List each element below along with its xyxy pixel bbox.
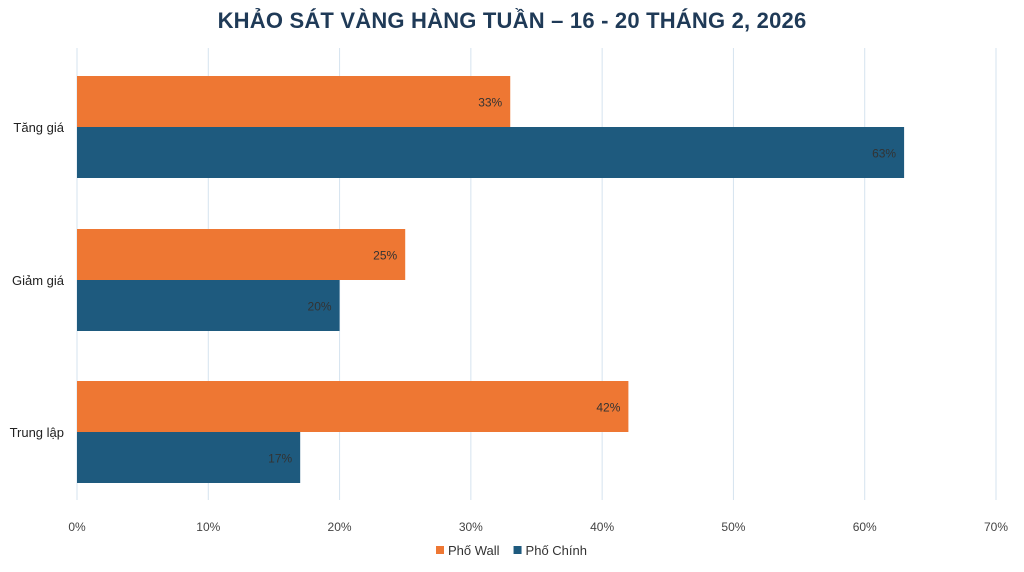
bar bbox=[77, 280, 340, 331]
category-label: Giảm giá bbox=[12, 273, 65, 288]
data-label: 25% bbox=[373, 249, 397, 263]
data-label: 20% bbox=[308, 300, 332, 314]
x-tick-label: 30% bbox=[459, 520, 483, 534]
x-tick-label: 40% bbox=[590, 520, 614, 534]
data-label: 42% bbox=[596, 401, 620, 415]
legend-label: Phố Wall bbox=[448, 543, 500, 558]
legend-label: Phố Chính bbox=[526, 543, 587, 558]
legend-swatch bbox=[436, 546, 444, 554]
x-tick-label: 20% bbox=[328, 520, 352, 534]
bar bbox=[77, 76, 511, 127]
bar bbox=[77, 229, 406, 280]
x-tick-label: 10% bbox=[196, 520, 220, 534]
x-tick-label: 60% bbox=[853, 520, 877, 534]
chart-title: KHẢO SÁT VÀNG HÀNG TUẦN – 16 - 20 THÁNG … bbox=[217, 8, 807, 33]
data-label: 33% bbox=[478, 96, 502, 110]
category-label: Tăng giá bbox=[13, 120, 64, 135]
bar bbox=[77, 432, 301, 483]
x-tick-label: 70% bbox=[984, 520, 1008, 534]
x-tick-label: 50% bbox=[721, 520, 745, 534]
category-label: Trung lập bbox=[10, 425, 64, 440]
legend-swatch bbox=[513, 546, 522, 554]
bar bbox=[77, 381, 629, 432]
data-label: 63% bbox=[872, 147, 896, 161]
bar bbox=[77, 127, 905, 178]
x-tick-label: 0% bbox=[68, 520, 86, 534]
data-label: 17% bbox=[268, 452, 292, 466]
